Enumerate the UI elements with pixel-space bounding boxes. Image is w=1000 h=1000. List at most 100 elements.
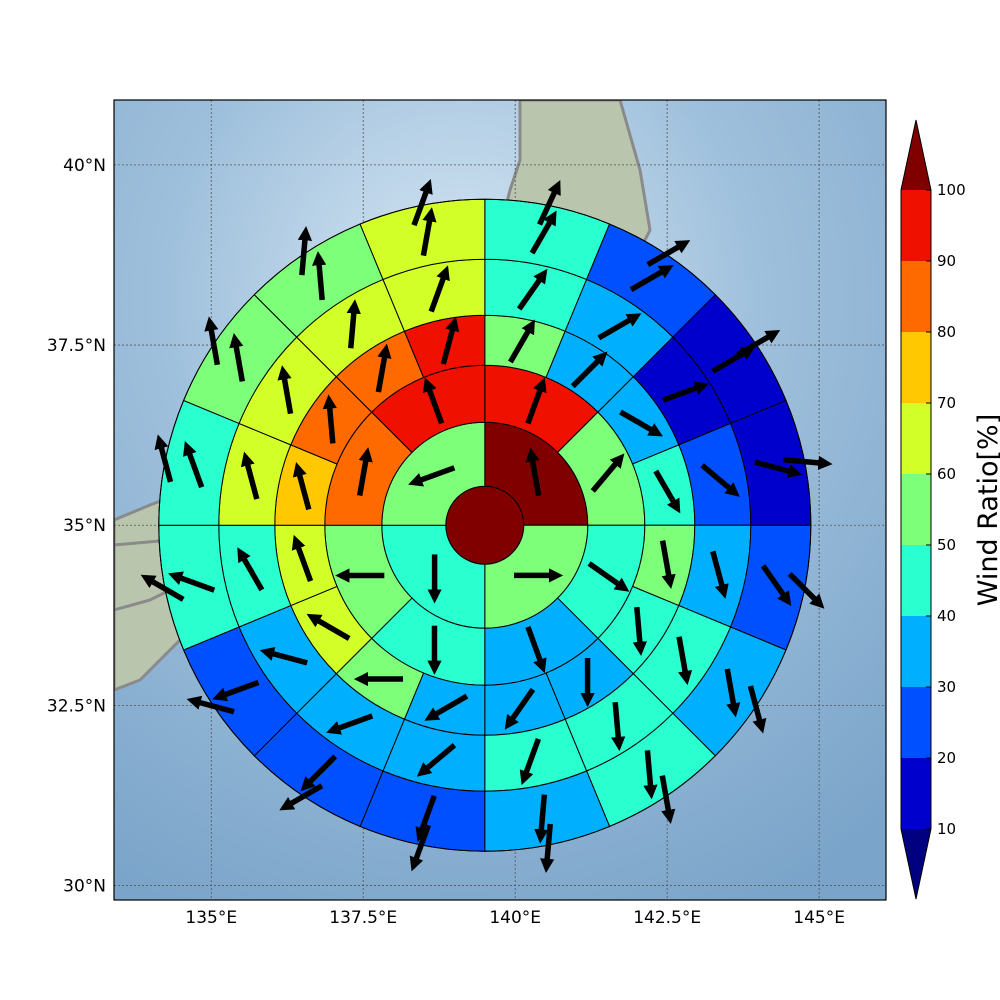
wind-arrow (300, 754, 338, 792)
wind-arrow (676, 636, 693, 686)
wind-arrow (409, 824, 431, 872)
colorbar-tick-label: 100 (937, 181, 966, 199)
wind-arrow (356, 447, 373, 497)
wind-arrow (597, 313, 642, 341)
wind-arrow (212, 679, 260, 702)
colorbar-over-extend (901, 120, 931, 190)
wind-arrow (279, 783, 324, 811)
y-axis: 30°N 32.5°N 35°N 37.5°N 40°N (47, 156, 106, 897)
wind-arrow (259, 646, 308, 666)
wind-arrow (629, 265, 674, 292)
x-tick-label: 142.5°E (633, 908, 701, 928)
wind-arrow (525, 377, 547, 425)
wind-arrow (240, 451, 260, 500)
wind-arrow (653, 469, 681, 514)
wind-arrow (415, 794, 437, 842)
wind-arrow (440, 316, 460, 365)
wind-arrow (619, 409, 664, 437)
wind-arrow (519, 737, 542, 786)
colorbar-segment (901, 758, 931, 829)
wind-arrow (291, 534, 314, 582)
wind-arrow (154, 434, 174, 483)
wind-arrow (632, 606, 647, 657)
colorbar-segment (901, 687, 931, 758)
sector-ring6-0 (484, 198, 610, 225)
x-tick-label: 135°E (185, 908, 237, 928)
colorbar-segment (901, 474, 931, 545)
wind-arrow (292, 461, 312, 511)
wind-arrow (183, 441, 205, 489)
wind-arrow (662, 381, 710, 403)
sector-ring6-5 (714, 649, 787, 757)
wind-arrow (659, 540, 676, 590)
arrow-layer (140, 179, 833, 874)
sector-layer (158, 198, 812, 852)
x-axis: 135°E 137.5°E 140°E 142.5°E 145°E (185, 908, 845, 928)
wind-arrow (783, 455, 833, 470)
wind-arrow (416, 743, 457, 777)
wind-arrow (424, 693, 469, 721)
wind-arrow (760, 564, 792, 607)
y-tick-label: 40°N (63, 156, 106, 176)
wind-arrow (754, 459, 803, 478)
colorbar-tick-label: 30 (937, 678, 956, 696)
sector-ring6-15 (359, 198, 485, 225)
wind-arrow (408, 465, 456, 487)
wind-arrow (611, 701, 626, 752)
wind-arrow (587, 561, 630, 592)
colorbar-tick-label: 70 (937, 394, 956, 412)
colorbar-tick-label: 60 (937, 465, 956, 483)
wind-arrow (659, 775, 676, 825)
wind-arrow (229, 333, 246, 382)
colorbar-label: Wind Ratio[%] (973, 414, 1000, 606)
wind-arrow (710, 550, 729, 599)
y-tick-label: 32.5°N (47, 696, 106, 716)
wind-arrow (326, 713, 374, 735)
wind-arrow (540, 823, 555, 874)
wind-arrow (504, 687, 536, 730)
wind-arrow (420, 207, 437, 257)
wind-arrow (700, 463, 740, 497)
wind-arrow (428, 265, 450, 313)
wind-arrow (306, 613, 351, 641)
sector-ring6-1 (609, 223, 716, 296)
colorbar-tick-label: 80 (937, 323, 956, 341)
colorbar: 10 20 30 40 50 60 70 80 90 100 Wind Ratio[%] (900, 119, 1000, 900)
colorbar-under-extend (901, 829, 931, 899)
wind-arrow (787, 572, 825, 609)
x-tick-label: 137.5°E (329, 908, 397, 928)
wind-arrow (140, 574, 185, 602)
colorbar-tick-label: 40 (937, 607, 956, 625)
colorbar-tick-label: 50 (937, 536, 956, 554)
wind-arrow (516, 268, 548, 311)
colorbar-segment (901, 616, 931, 687)
wind-arrow (312, 251, 327, 301)
sector-ring6-6 (609, 755, 716, 827)
wind-arrow (508, 319, 535, 364)
y-tick-label: 35°N (63, 516, 106, 536)
colorbar-tick-label: 10 (937, 820, 956, 838)
wind-arrow (277, 365, 294, 415)
x-tick-label: 140°E (489, 908, 541, 928)
sector-ring6-14 (253, 223, 361, 296)
sector-ring6-3 (785, 400, 812, 526)
x-tick-label: 145°E (793, 908, 845, 928)
colorbar-segment (901, 190, 931, 261)
wind-arrow (423, 377, 445, 425)
wind-arrow (736, 330, 781, 357)
wind-arrow (204, 316, 221, 366)
sector-ring6-2 (714, 294, 787, 401)
colorbar-tick-label: 90 (937, 252, 956, 270)
map-area (114, 100, 886, 900)
sector-ring6-4 (785, 525, 812, 651)
wind-arrow (168, 571, 216, 593)
colorbar-segment (901, 332, 931, 403)
colorbar-tick-label: 20 (937, 749, 956, 767)
wind-arrow (646, 240, 691, 268)
wind-arrow (570, 351, 608, 389)
wind-arrow (186, 695, 235, 715)
wind-arrow (322, 394, 337, 444)
wind-arrow (590, 453, 625, 493)
wind-arrow (643, 750, 658, 800)
